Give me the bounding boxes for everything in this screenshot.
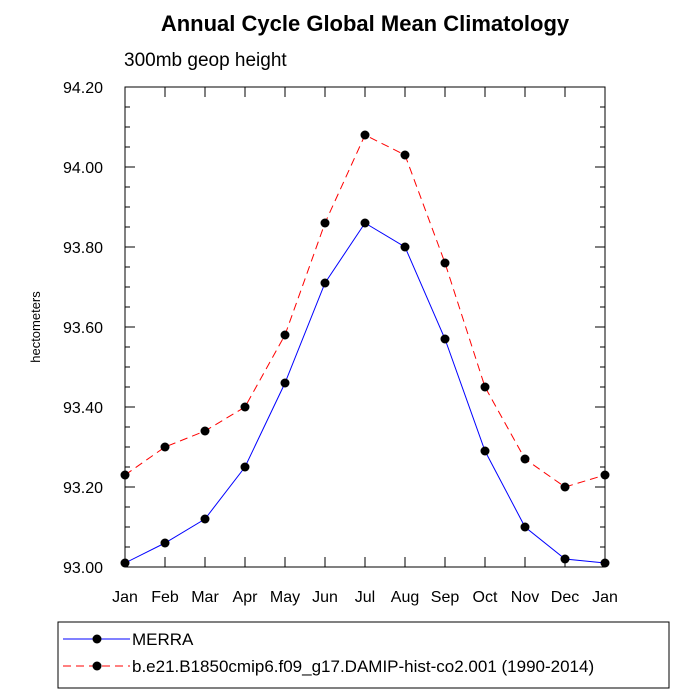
axis-ticks: [124, 86, 606, 568]
data-point: [440, 334, 450, 344]
y-tick-label: 93.60: [63, 320, 103, 337]
y-tick-label: 93.20: [63, 480, 103, 497]
data-point: [520, 454, 530, 464]
x-tick-label: May: [270, 589, 300, 606]
y-tick-label: 94.00: [63, 160, 103, 177]
x-tick-label: Jul: [355, 589, 375, 606]
chart-subtitle: 300mb geop height: [124, 50, 287, 71]
data-point: [240, 402, 250, 412]
y-tick-label: 93.40: [63, 400, 103, 417]
y-tick-label: 93.80: [63, 240, 103, 257]
data-point: [520, 522, 530, 532]
data-point: [160, 442, 170, 452]
x-tick-label: Mar: [191, 589, 219, 606]
data-point: [400, 242, 410, 252]
x-tick-label: Jan: [592, 589, 618, 606]
data-point: [600, 558, 610, 568]
chart-title: Annual Cycle Global Mean Climatology: [161, 11, 570, 36]
x-tick-label: Aug: [391, 589, 419, 606]
data-point: [160, 538, 170, 548]
x-tick-labels: Jan Feb Mar Apr May Jun Jul Aug Sep Oct Nov Dec Jan: [112, 589, 618, 606]
data-point: [480, 446, 490, 456]
legend: MERRA b.e21.B1850cmip6.f09_g17.DAMIP-hist…: [63, 630, 594, 676]
series-group: [120, 130, 610, 568]
data-point: [360, 130, 370, 140]
legend-marker: [92, 661, 102, 671]
data-point: [400, 150, 410, 160]
series-line-1: [124, 134, 606, 488]
data-point: [280, 378, 290, 388]
data-point: [120, 470, 130, 480]
data-point: [560, 554, 570, 564]
data-point: [480, 382, 490, 392]
y-tick-label: 93.00: [63, 560, 103, 577]
x-tick-label: Dec: [551, 589, 579, 606]
x-tick-label: Sep: [431, 589, 460, 606]
data-point: [560, 482, 570, 492]
data-point: [320, 218, 330, 228]
y-tick-label: 94.20: [63, 80, 103, 97]
legend-label: b.e21.B1850cmip6.f09_g17.DAMIP-hist-co2.…: [132, 657, 594, 676]
data-point: [200, 426, 210, 436]
x-tick-label: Jan: [112, 589, 138, 606]
x-tick-label: Feb: [151, 589, 179, 606]
x-tick-label: Oct: [473, 589, 498, 606]
data-point: [120, 558, 130, 568]
data-point: [280, 330, 290, 340]
data-point: [360, 218, 370, 228]
data-point: [240, 462, 250, 472]
legend-label: MERRA: [132, 630, 194, 649]
x-tick-label: Nov: [511, 589, 539, 606]
data-point: [600, 470, 610, 480]
x-tick-label: Apr: [233, 589, 259, 606]
legend-box: [57, 621, 670, 689]
data-point: [440, 258, 450, 268]
data-point: [320, 278, 330, 288]
y-tick-labels: 93.00 93.20 93.40 93.60 93.80 94.00 94.20: [63, 80, 103, 577]
y-axis-label: hectometers: [28, 291, 43, 363]
x-tick-label: Jun: [312, 589, 338, 606]
data-point: [200, 514, 210, 524]
plot-frame: [124, 86, 606, 568]
legend-marker: [92, 634, 102, 644]
series-line-0: [124, 222, 606, 564]
